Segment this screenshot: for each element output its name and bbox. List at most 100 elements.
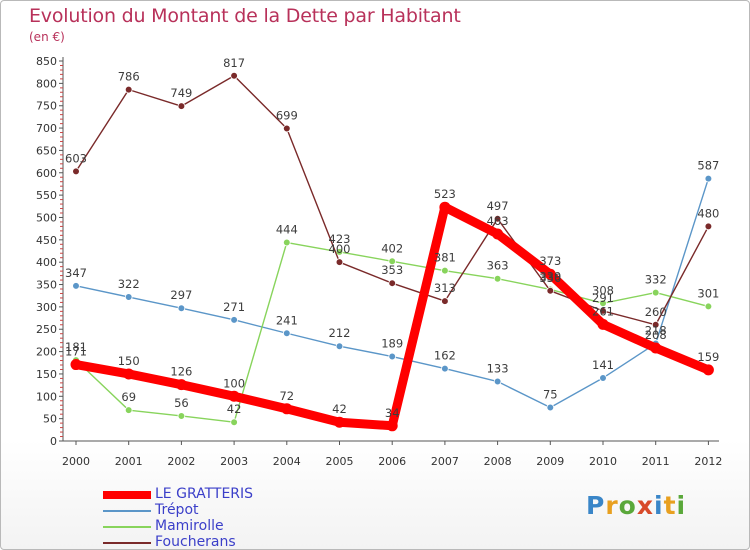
data-point [335, 342, 344, 351]
data-label: 363 [487, 259, 509, 273]
data-point [441, 364, 449, 373]
data-point [599, 374, 607, 382]
legend-swatch [103, 542, 151, 544]
data-label: 150 [118, 354, 140, 368]
data-point [441, 297, 449, 305]
y-tick-label: 250 [36, 323, 57, 336]
data-label: 749 [170, 86, 192, 100]
data-point [230, 316, 238, 324]
data-point [70, 359, 82, 371]
data-point [492, 228, 504, 240]
x-tick-label: 2004 [273, 455, 301, 468]
data-label: 339 [539, 269, 561, 283]
data-point [124, 406, 133, 414]
data-label: 69 [121, 390, 136, 404]
data-label: 347 [65, 266, 87, 280]
x-tick-label: 2010 [589, 455, 617, 468]
y-tick-label: 750 [36, 100, 57, 113]
data-point [544, 268, 556, 280]
data-label: 497 [487, 199, 509, 213]
y-tick-label: 200 [36, 346, 57, 359]
data-label: 381 [434, 251, 456, 265]
y-tick-label: 0 [50, 435, 57, 448]
x-tick-label: 2007 [431, 455, 459, 468]
data-point [334, 416, 345, 428]
data-label: 34 [385, 406, 400, 420]
legend-item: Mamirolle [103, 518, 363, 535]
x-tick-label: 2003 [220, 455, 248, 468]
data-label: 212 [329, 326, 351, 340]
data-label: 308 [592, 283, 614, 297]
x-tick-label: 2002 [167, 455, 195, 468]
data-label: 699 [276, 109, 298, 123]
x-tick-label: 2001 [115, 455, 143, 468]
data-label: 463 [487, 214, 509, 228]
proxiti-logo: Proxiti [586, 491, 687, 520]
data-point [335, 258, 344, 266]
data-label: 56 [174, 396, 189, 410]
y-tick-label: 600 [36, 167, 57, 180]
data-point [175, 379, 187, 391]
data-label: 400 [329, 242, 351, 256]
data-label: 373 [539, 254, 561, 268]
data-point [702, 364, 714, 376]
data-label: 291 [592, 291, 614, 305]
data-label: 402 [381, 241, 403, 255]
data-point [493, 377, 502, 386]
data-label: 261 [592, 304, 614, 318]
data-label: 313 [434, 281, 456, 295]
data-point [386, 420, 398, 432]
data-point [388, 257, 397, 266]
data-label: 42 [227, 402, 242, 416]
data-point [72, 167, 80, 176]
x-tick-label: 2012 [694, 455, 722, 468]
data-point [388, 352, 397, 361]
chart-subtitle: (en €) [29, 30, 65, 44]
data-point [651, 320, 660, 329]
data-label: 587 [697, 159, 719, 173]
data-label: 100 [223, 376, 245, 390]
series-lines [70, 71, 714, 432]
data-label: 271 [223, 300, 245, 314]
data-point [651, 288, 660, 297]
data-point [599, 299, 607, 308]
data-point [493, 274, 502, 283]
data-point [546, 403, 555, 412]
data-point [281, 403, 293, 415]
data-label: 444 [276, 223, 298, 237]
data-label: 75 [543, 387, 558, 401]
data-label: 786 [118, 70, 140, 84]
y-tick-label: 500 [36, 211, 57, 224]
data-point [230, 71, 238, 80]
legend-label: Trépot [155, 502, 199, 518]
axes: 0 50 100 150 200 250 300 350 400 450 500 550 600 650 7… [36, 55, 722, 468]
legend-swatch [103, 510, 151, 512]
data-point [441, 266, 449, 275]
x-tick-label: 2000 [62, 455, 90, 468]
legend-item: Foucherans [103, 534, 363, 549]
data-label: 480 [697, 206, 719, 220]
data-label: 189 [381, 337, 403, 351]
data-point [704, 174, 713, 183]
data-point [388, 279, 397, 287]
y-tick-label: 100 [36, 390, 57, 403]
data-label: 42 [332, 402, 347, 416]
data-label: 301 [697, 286, 719, 300]
x-tick-label: 2006 [378, 455, 406, 468]
legend-swatch [103, 526, 151, 528]
data-point [546, 286, 555, 295]
data-point [123, 368, 135, 380]
data-label: 241 [276, 313, 298, 327]
x-tick-label: 2005 [326, 455, 354, 468]
data-point [704, 222, 713, 231]
data-label: 423 [329, 232, 351, 246]
data-point [493, 215, 502, 223]
y-tick-label: 850 [36, 55, 57, 68]
data-label: 218 [645, 324, 667, 338]
data-point [124, 293, 133, 301]
data-label: 141 [592, 358, 614, 372]
data-label: 208 [645, 328, 667, 342]
x-tick-label: 2009 [536, 455, 564, 468]
